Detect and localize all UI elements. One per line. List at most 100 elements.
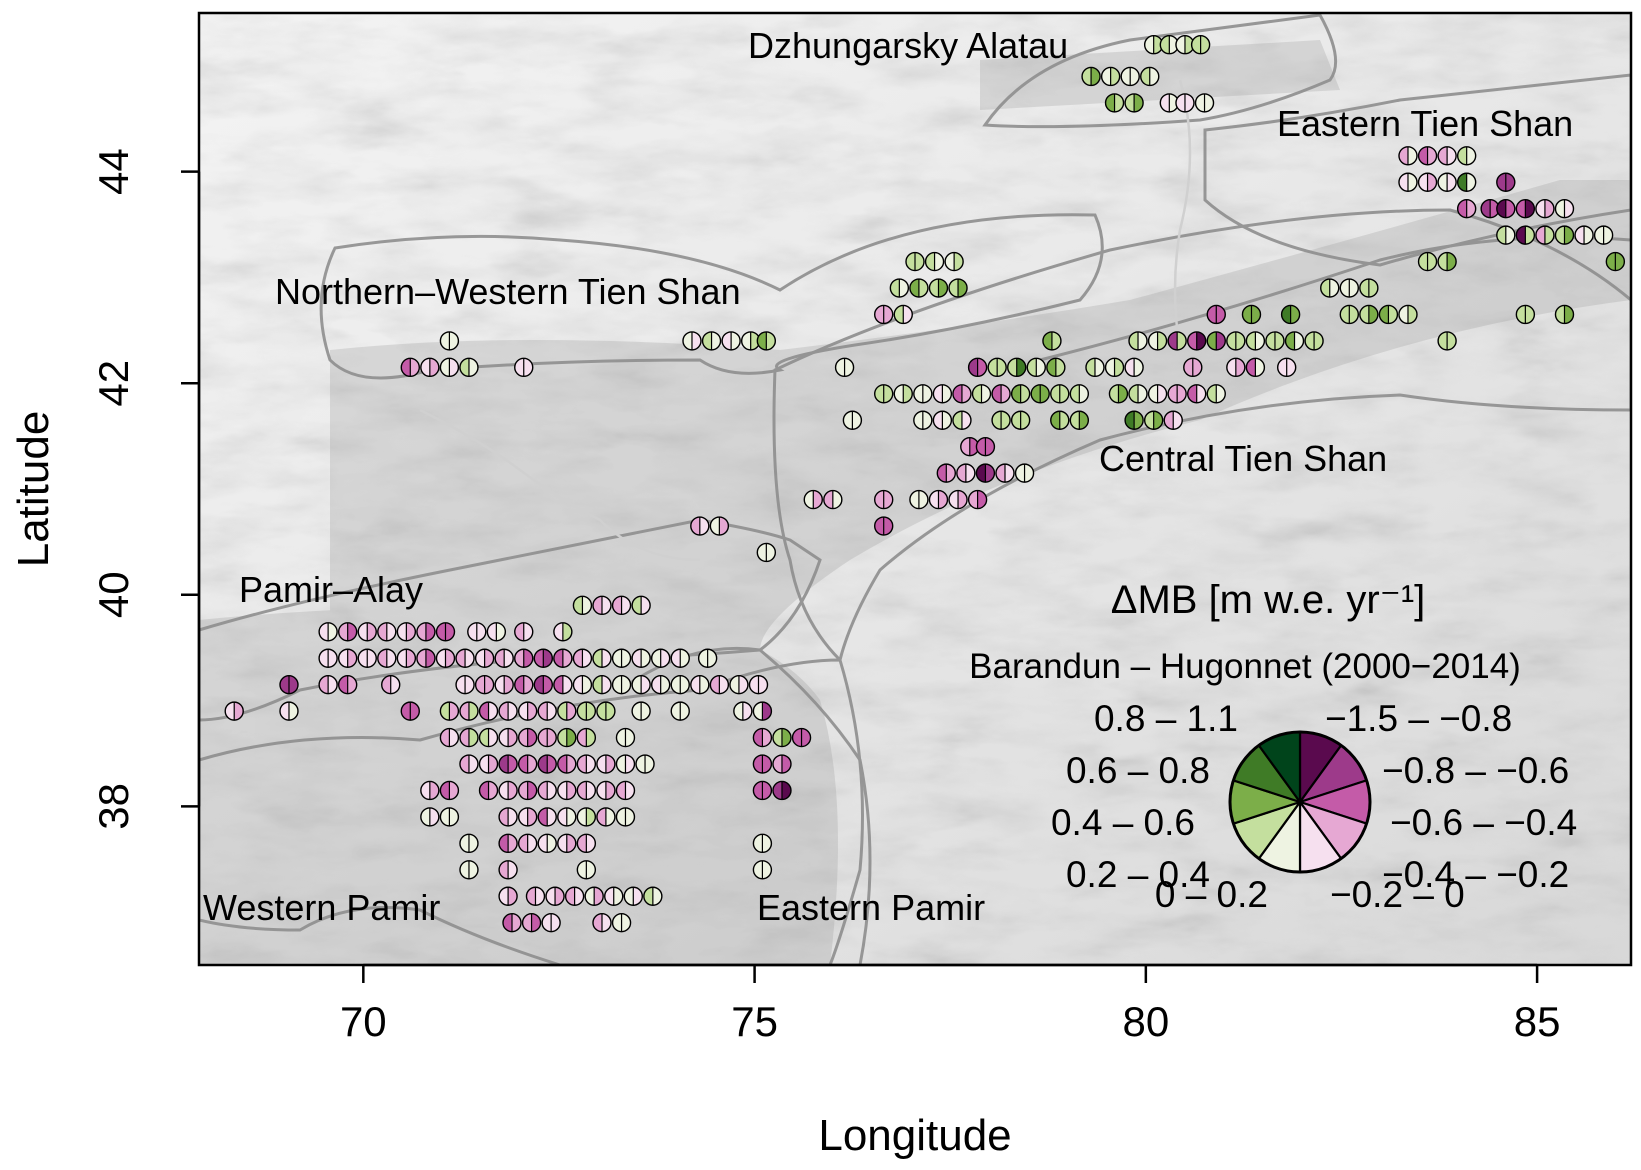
glacier-marker (995, 463, 1015, 483)
glacier-half-left (1175, 93, 1185, 112)
glacier-half-right (1040, 384, 1050, 403)
glacier-marker (1515, 304, 1536, 325)
glacier-half-right (566, 728, 576, 747)
glacier-half-right (942, 384, 952, 403)
glacier-half-right (1001, 411, 1011, 430)
glacier-half-left (733, 702, 743, 721)
glacier-half-right (711, 331, 721, 350)
glacier-marker (455, 648, 475, 668)
glacier-marker (537, 754, 557, 774)
glacier-half-right (1407, 173, 1417, 192)
glacier-markers (224, 35, 1626, 933)
region-label: Central Tien Shan (1099, 438, 1387, 479)
glacier-half-left (538, 781, 548, 800)
glacier-marker (1535, 198, 1555, 219)
glacier-marker (1265, 331, 1285, 351)
glacier-half-right (543, 649, 553, 668)
glacier-half-right (429, 807, 439, 826)
glacier-half-right (527, 728, 537, 747)
glacier-marker (1104, 93, 1125, 113)
glacier-half-left (1207, 331, 1217, 350)
legend-subtitle: Barandun – Hugonnet (2000−2014) (969, 647, 1521, 686)
glacier-marker (842, 410, 863, 430)
glacier-marker (572, 674, 593, 695)
glacier-marker (740, 331, 761, 351)
glacier-half-right (613, 887, 623, 906)
glacier-half-right (555, 887, 565, 906)
glacier-half-left (1285, 331, 1295, 350)
glacier-half-right (1216, 331, 1226, 350)
glacier-marker (478, 780, 499, 801)
glacier-half-right (1235, 331, 1245, 350)
glacier-half-left (440, 781, 450, 800)
glacier-half-right (543, 675, 553, 694)
glacier-half-left (1226, 331, 1236, 350)
glacier-half-left (976, 464, 986, 483)
glacier-half-right (347, 622, 357, 641)
glacier-half-right (985, 437, 995, 456)
glacier-marker (1206, 331, 1226, 351)
glacier-half-left (1516, 305, 1526, 324)
legend-class-label: 0.8 – 1.1 (1094, 698, 1238, 739)
glacier-half-left (671, 702, 681, 721)
glacier-half-left (1555, 305, 1565, 324)
glacier-half-left (475, 649, 485, 668)
glacier-half-right (547, 807, 557, 826)
glacier-marker (459, 727, 479, 748)
glacier-marker (1574, 225, 1594, 245)
glacier-half-right (1051, 331, 1061, 350)
glacier-half-right (1059, 384, 1069, 403)
glacier-marker (318, 648, 338, 668)
glacier-half-right (918, 279, 928, 298)
glacier-half-left (420, 781, 430, 800)
glacier-half-left (1496, 173, 1506, 192)
glacier-marker (1128, 384, 1148, 404)
glacier-half-left (495, 675, 505, 694)
glacier-half-left (436, 622, 446, 641)
glacier-half-left (592, 675, 602, 694)
glacier-half-left (319, 649, 329, 668)
glacier-half-right (1024, 464, 1034, 483)
glacier-half-right (508, 860, 518, 879)
glacier-half-left (1160, 35, 1170, 54)
glacier-half-right (1036, 358, 1046, 377)
glacier-marker (1085, 357, 1105, 378)
y-axis-label: Latitude (9, 411, 58, 568)
glacier-half-right (883, 384, 893, 403)
glacier-marker (557, 807, 577, 827)
glacier-marker (772, 754, 792, 774)
glacier-marker (537, 701, 557, 721)
glacier-half-left (1398, 146, 1408, 165)
glacier-half-left (1011, 384, 1021, 403)
glacier-half-left (1125, 358, 1135, 377)
glacier-marker (1320, 278, 1340, 298)
glacier-half-left (1011, 411, 1021, 430)
mountain-shading (199, 40, 1631, 965)
glacier-half-right (938, 279, 948, 298)
glacier-half-right (1173, 411, 1183, 430)
glacier-half-right (504, 675, 514, 694)
glacier-half-left (960, 437, 970, 456)
glacier-half-right (449, 781, 459, 800)
glacier-marker (772, 780, 792, 801)
glacier-half-right (1525, 199, 1535, 218)
legend-class-label: −0.2 – 0 (1330, 874, 1465, 915)
glacier-half-right (965, 464, 975, 483)
glacier-half-right (1200, 35, 1210, 54)
glacier-half-left (616, 781, 626, 800)
glacier-half-right (1169, 35, 1179, 54)
glacier-half-left (823, 490, 833, 509)
glacier-marker (396, 622, 417, 642)
glacier-half-left (1418, 252, 1428, 271)
glacier-marker (1042, 331, 1062, 351)
glacier-half-right (1138, 331, 1148, 350)
glacier-half-left (420, 358, 430, 377)
glacier-marker (498, 807, 518, 827)
glacier-marker (1108, 384, 1129, 404)
glacier-marker (697, 648, 718, 668)
y-tick-label: 38 (90, 783, 137, 830)
glacier-half-right (633, 887, 643, 906)
glacier-half-right (852, 411, 862, 430)
glacier-marker (913, 410, 933, 430)
